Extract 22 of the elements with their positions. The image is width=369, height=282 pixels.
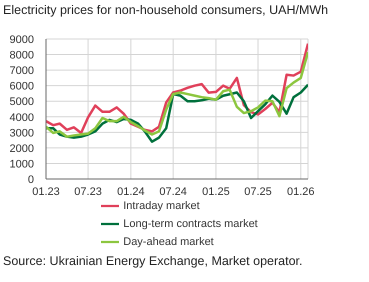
y-tick-label: 7000 <box>10 65 34 78</box>
x-tick-label: 07.23 <box>74 186 102 198</box>
x-tick-label: 07.24 <box>159 186 187 198</box>
x-tick-label: 01.26 <box>287 186 315 198</box>
source-note: Source: Ukrainian Energy Exchange, Market operator. <box>3 254 302 268</box>
y-tick-label: 6000 <box>10 80 34 93</box>
legend-label: Intraday market <box>123 200 200 212</box>
legend-label: Day-ahead market <box>123 236 214 248</box>
x-tick-label: 07.25 <box>244 186 272 198</box>
y-tick-label: 1000 <box>10 158 34 170</box>
x-tick-label: 01.25 <box>202 186 230 198</box>
x-tick-label: 01.23 <box>32 186 60 198</box>
chart-title: Electricity prices for non-household consumers, UAH/MWh <box>3 3 328 17</box>
y-tick-label: 8000 <box>10 50 34 62</box>
y-tick-label: 5000 <box>10 96 34 108</box>
y-tick-label: 0 <box>28 174 34 186</box>
x-tick-label: 01.24 <box>117 186 145 198</box>
y-tick-label: 4000 <box>10 112 34 124</box>
y-tick-label: 3000 <box>10 127 34 140</box>
y-tick-label: 9000 <box>10 34 34 46</box>
legend-label: Long-term contracts market <box>123 218 258 230</box>
y-tick-label: 2000 <box>10 142 34 155</box>
